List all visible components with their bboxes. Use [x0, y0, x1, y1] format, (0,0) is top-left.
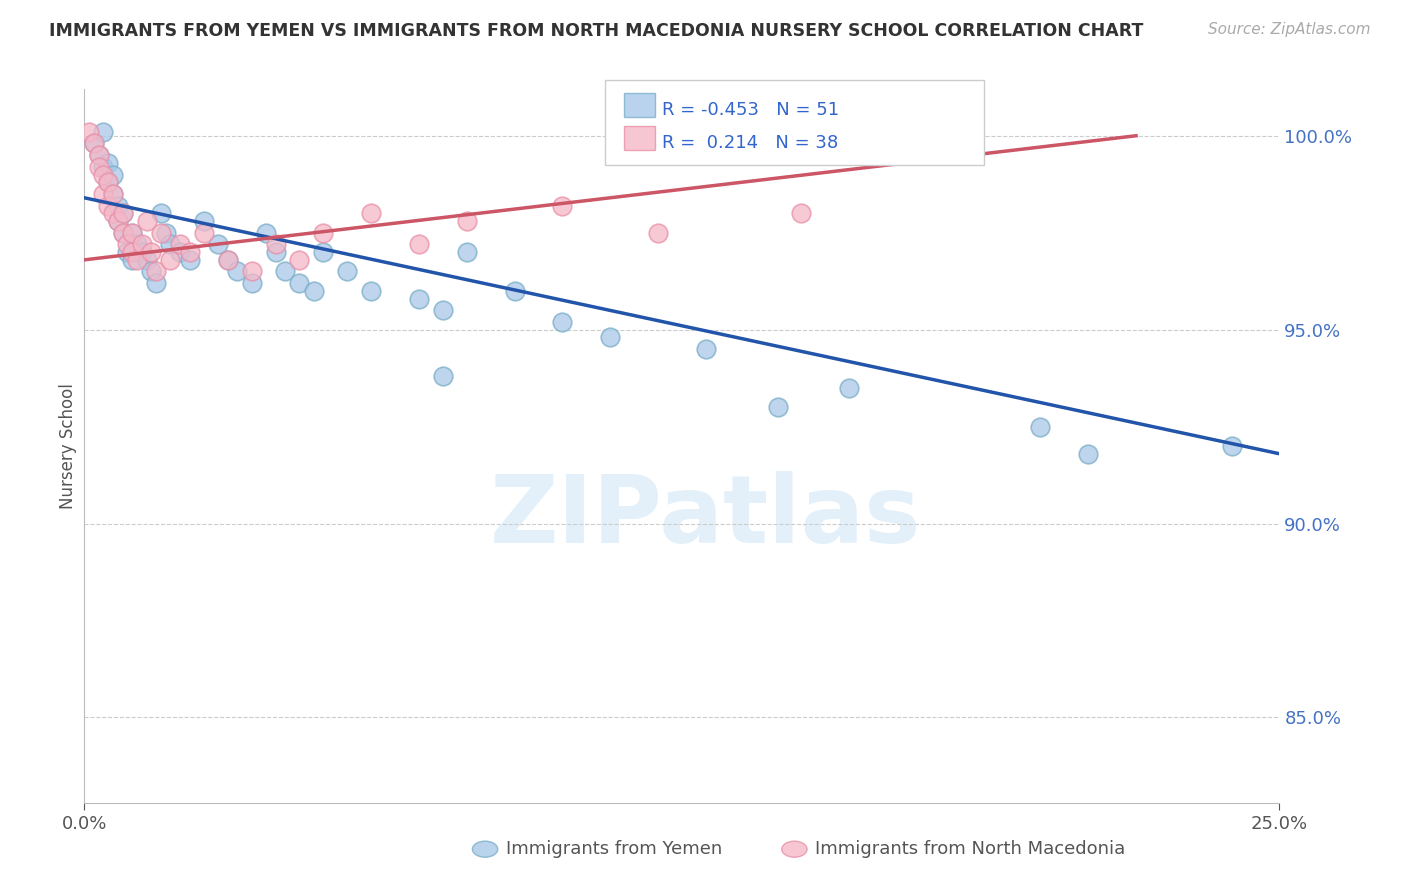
Point [169, 237, 191, 252]
Text: Immigrants from North Macedonia: Immigrants from North Macedonia [815, 840, 1126, 858]
Point [456, 245, 478, 260]
Point [87, 160, 110, 174]
Point [1029, 419, 1052, 434]
Point [97, 175, 120, 189]
Point [87, 148, 110, 162]
Point [145, 276, 167, 290]
Point [107, 214, 129, 228]
Point [408, 292, 430, 306]
Point [101, 168, 124, 182]
Point [149, 206, 172, 220]
Point [240, 264, 263, 278]
Point [288, 276, 311, 290]
Point [432, 303, 454, 318]
Point [217, 252, 239, 267]
Point [111, 206, 134, 220]
Point [336, 264, 359, 278]
Point [107, 198, 129, 212]
Point [456, 214, 478, 228]
Point [101, 206, 124, 220]
Point [302, 284, 325, 298]
Point [111, 226, 134, 240]
Text: Source: ZipAtlas.com: Source: ZipAtlas.com [1208, 22, 1371, 37]
Point [1077, 447, 1099, 461]
Point [121, 226, 143, 240]
Point [312, 245, 335, 260]
Point [360, 284, 382, 298]
Point [288, 252, 311, 267]
Point [193, 226, 215, 240]
Point [226, 264, 249, 278]
Point [934, 148, 956, 162]
Point [838, 381, 860, 395]
Point [159, 237, 181, 252]
Text: IMMIGRANTS FROM YEMEN VS IMMIGRANTS FROM NORTH MACEDONIA NURSERY SCHOOL CORRELAT: IMMIGRANTS FROM YEMEN VS IMMIGRANTS FROM… [49, 22, 1143, 40]
Point [551, 198, 574, 212]
Point [408, 237, 430, 252]
Point [217, 252, 239, 267]
Point [117, 237, 139, 252]
Point [155, 226, 177, 240]
Point [179, 252, 201, 267]
Y-axis label: Nursery School: Nursery School [59, 383, 77, 509]
Point [599, 330, 621, 344]
Point [135, 252, 157, 267]
Point [207, 237, 229, 252]
Point [145, 264, 167, 278]
Point [131, 245, 153, 260]
Point [551, 315, 574, 329]
Point [87, 148, 110, 162]
Point [503, 284, 526, 298]
Point [169, 245, 191, 260]
Point [111, 206, 134, 220]
Point [264, 245, 287, 260]
Point [790, 206, 813, 220]
Point [1220, 439, 1243, 453]
Point [179, 245, 201, 260]
Point [125, 252, 148, 267]
Text: ZIPatlas: ZIPatlas [491, 471, 921, 564]
Point [254, 226, 277, 240]
Point [647, 226, 669, 240]
Point [193, 214, 215, 228]
Point [93, 186, 115, 201]
Circle shape [472, 841, 498, 857]
Point [131, 237, 153, 252]
Point [695, 342, 717, 356]
Point [141, 264, 163, 278]
Point [93, 168, 115, 182]
Point [240, 276, 263, 290]
Point [83, 136, 105, 151]
Point [121, 252, 143, 267]
Point [125, 237, 148, 252]
Circle shape [782, 841, 807, 857]
Point [360, 206, 382, 220]
Point [107, 214, 129, 228]
Point [121, 226, 143, 240]
Point [77, 125, 100, 139]
Point [97, 175, 120, 189]
Point [141, 245, 163, 260]
Text: Immigrants from Yemen: Immigrants from Yemen [506, 840, 723, 858]
Text: R = -0.453   N = 51: R = -0.453 N = 51 [662, 101, 839, 119]
Point [312, 226, 335, 240]
Point [101, 186, 124, 201]
Point [766, 401, 789, 415]
Point [264, 237, 287, 252]
Point [97, 156, 120, 170]
Point [135, 214, 157, 228]
Point [274, 264, 297, 278]
Point [117, 245, 139, 260]
Point [101, 186, 124, 201]
Point [149, 226, 172, 240]
Point [121, 245, 143, 260]
Point [432, 369, 454, 384]
Point [97, 198, 120, 212]
Point [159, 252, 181, 267]
Point [83, 136, 105, 151]
Point [93, 125, 115, 139]
Point [93, 160, 115, 174]
Text: R =  0.214   N = 38: R = 0.214 N = 38 [662, 134, 838, 152]
Point [111, 226, 134, 240]
